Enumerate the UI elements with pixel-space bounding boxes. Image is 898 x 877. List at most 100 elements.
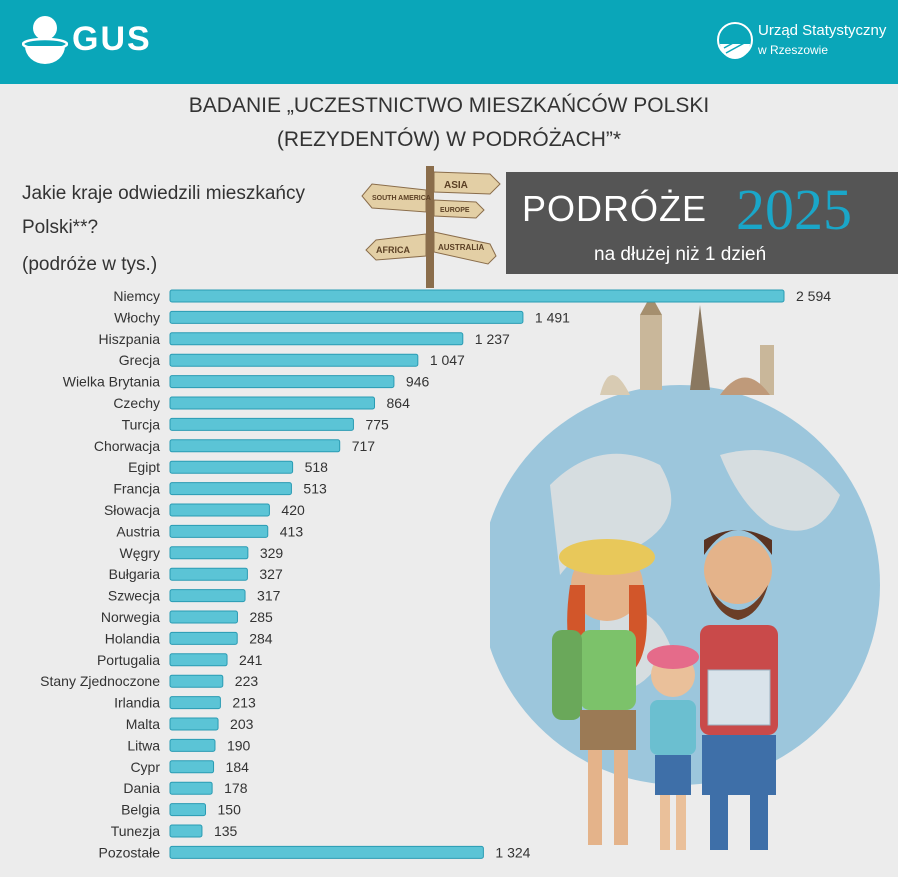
value-label: 946: [406, 374, 430, 390]
value-label: 213: [232, 695, 256, 711]
category-label: Irlandia: [114, 695, 160, 711]
value-label: 178: [224, 780, 248, 796]
value-label: 864: [387, 395, 411, 411]
bar: [169, 310, 524, 324]
signpost-label-africa: AFRICA: [376, 245, 410, 255]
value-label: 135: [214, 823, 238, 839]
bar: [169, 781, 213, 795]
category-label: Portugalia: [97, 652, 160, 668]
bar: [169, 396, 376, 410]
value-label: 513: [303, 481, 327, 497]
bar: [169, 567, 248, 581]
bar: [169, 353, 419, 367]
category-label: Czechy: [113, 395, 160, 411]
bar: [169, 717, 219, 731]
value-label: 775: [365, 416, 389, 432]
banner-word: PODRÓŻE: [522, 188, 708, 229]
bar: [169, 738, 216, 752]
bar: [169, 760, 215, 774]
value-label: 420: [281, 502, 305, 518]
category-label: Hiszpania: [99, 331, 161, 347]
value-label: 317: [257, 588, 281, 604]
category-label: Stany Zjednoczone: [40, 673, 160, 689]
bar: [169, 503, 270, 517]
bar: [169, 824, 203, 838]
value-label: 1 237: [475, 331, 510, 347]
category-label: Wielka Brytania: [63, 374, 160, 390]
category-label: Węgry: [120, 545, 160, 561]
value-label: 184: [226, 759, 250, 775]
bar: [169, 439, 341, 453]
page-title-line-1: BADANIE „UCZESTNICTWO MIESZKAŃCÓW POLSKI: [188, 94, 710, 117]
bar: [169, 289, 785, 303]
category-label: Bułgaria: [109, 566, 161, 582]
category-label: Litwa: [127, 737, 160, 753]
question-line-3: (podróże w tys.): [22, 254, 158, 275]
statistical-office-logo-icon: [717, 22, 753, 59]
category-label: Malta: [126, 716, 160, 732]
category-label: Grecja: [119, 352, 160, 368]
category-label: Turcja: [122, 416, 161, 432]
signpost-illustration: ASIA SOUTH AMERICA EUROPE AFRICA AUSTRAL…: [361, 166, 501, 288]
category-label: Słowacja: [104, 502, 160, 518]
category-label: Włochy: [114, 309, 160, 325]
value-label: 284: [249, 630, 273, 646]
page-title-line-2: (REZYDENTÓW) W PODRÓŻACH”*: [276, 128, 622, 151]
value-label: 518: [305, 459, 329, 475]
category-label: Pozostałe: [99, 844, 161, 860]
value-label: 223: [235, 673, 259, 689]
bar: [169, 524, 269, 538]
category-label: Niemcy: [113, 288, 160, 304]
category-label: Norwegia: [101, 609, 160, 625]
bar: [169, 460, 294, 474]
banner: PODRÓŻE 2025 na dłużej niż 1 dzień: [506, 172, 898, 274]
value-label: 1 047: [430, 352, 465, 368]
value-label: 285: [249, 609, 273, 625]
value-label: 327: [259, 566, 283, 582]
bar: [169, 610, 238, 624]
bar: [169, 332, 464, 346]
bar: [169, 845, 484, 859]
value-label: 717: [352, 438, 376, 454]
bar: [169, 375, 395, 389]
question-line-1: Jakie kraje odwiedzili mieszkańcy: [22, 183, 305, 204]
category-label: Austria: [116, 523, 160, 539]
bar: [169, 417, 354, 431]
category-label: Cypr: [130, 759, 160, 775]
office-name: Urząd Statystyczny: [758, 22, 887, 39]
bar: [169, 546, 249, 560]
banner-year: 2025: [736, 177, 852, 242]
value-label: 413: [280, 523, 304, 539]
value-label: 190: [227, 737, 251, 753]
category-label: Francja: [113, 481, 160, 497]
category-label: Chorwacja: [94, 438, 160, 454]
category-label: Holandia: [105, 630, 160, 646]
bar: [169, 589, 246, 603]
value-label: 1 324: [495, 844, 530, 860]
category-label: Belgia: [121, 802, 160, 818]
gus-logo-text: GUS: [72, 20, 152, 58]
header-bar: GUS Urząd Statystyczny w Rzeszowie: [0, 0, 898, 84]
signpost-label-south-america: SOUTH AMERICA: [372, 195, 431, 202]
bar: [169, 674, 224, 688]
value-label: 150: [218, 802, 242, 818]
signpost-label-asia: ASIA: [444, 180, 468, 191]
value-label: 203: [230, 716, 254, 732]
bar: [169, 631, 238, 645]
bar: [169, 653, 228, 667]
category-label: Tunezja: [111, 823, 161, 839]
category-label: Dania: [123, 780, 160, 796]
bar: [169, 696, 221, 710]
value-label: 241: [239, 652, 263, 668]
category-label: Egipt: [128, 459, 160, 475]
question-line-2: Polski**?: [22, 217, 99, 238]
value-label: 1 491: [535, 309, 570, 325]
banner-subtitle: na dłużej niż 1 dzień: [594, 244, 767, 265]
gus-logo-icon: [22, 16, 68, 64]
category-label: Szwecja: [108, 588, 160, 604]
bar: [169, 803, 207, 817]
signpost-label-australia: AUSTRALIA: [438, 243, 484, 252]
value-label: 329: [260, 545, 284, 561]
signpost-label-europe: EUROPE: [440, 207, 470, 214]
